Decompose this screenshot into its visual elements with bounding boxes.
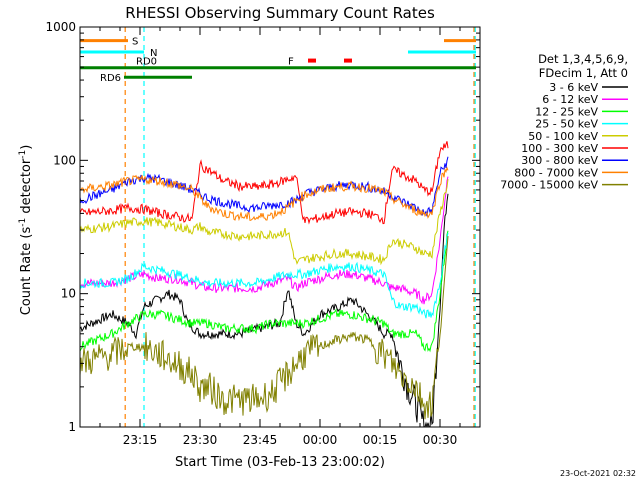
x-tick-label: 23:45	[243, 433, 278, 447]
y-tick-label: 10	[61, 287, 76, 301]
x-tick-label: 23:30	[183, 433, 218, 447]
legend-entry-label-1: 6 - 12 keV	[542, 93, 598, 106]
series-line-6	[79, 156, 449, 217]
x-tick-label: 23:15	[123, 433, 158, 447]
y-label-sup2: -1	[18, 150, 28, 159]
state-bar-label-s: S	[132, 37, 138, 48]
series-line-8	[79, 236, 449, 420]
svg-text:Count Rate (s-1 detector-1): Count Rate (s-1 detector-1)	[18, 145, 34, 316]
series-line-3	[79, 232, 449, 319]
legend-entry-label-7: 800 - 7000 keV	[514, 166, 598, 179]
y-tick-label: 1	[68, 420, 76, 434]
legend: Det 1,3,4,5,6,9,FDecim 1, Att 03 - 6 keV…	[500, 52, 628, 192]
y-axis-label: Count Rate (s-1 detector-1)	[18, 145, 34, 316]
legend-entry-label-3: 25 - 50 keV	[535, 118, 598, 131]
y-tick-label: 100	[53, 153, 76, 167]
series-line-2	[79, 230, 449, 353]
state-bar-label-n: N	[150, 48, 157, 59]
plot-frame	[79, 26, 481, 428]
legend-header-line-1: FDecim 1, Att 0	[539, 66, 628, 80]
legend-entry-label-0: 3 - 6 keV	[549, 81, 598, 94]
x-tick-label: 00:30	[423, 433, 458, 447]
chart-title: RHESSI Observing Summary Count Rates	[125, 4, 435, 22]
legend-entry-label-4: 50 - 100 keV	[528, 130, 598, 143]
series-line-4	[79, 179, 449, 266]
state-bar-label-f: F	[288, 57, 294, 68]
legend-entry-label-5: 100 - 300 keV	[521, 142, 598, 155]
legend-entry-label-6: 300 - 800 keV	[521, 154, 598, 167]
series-line-7	[79, 166, 449, 222]
y-label-sup1: -1	[18, 218, 28, 227]
y-label-part1: Count Rate (s	[19, 227, 34, 316]
state-bar-label-rd6: RD6	[100, 73, 121, 84]
footer-timestamp: 23-Oct-2021 02:32	[560, 469, 636, 478]
legend-header-line-0: Det 1,3,4,5,6,9,	[538, 52, 628, 66]
x-tick-label: 00:15	[363, 433, 398, 447]
state-bar-label-rd0: RD0	[136, 57, 157, 68]
legend-entry-label-2: 12 - 25 keV	[535, 105, 598, 118]
y-tick-label: 1000	[45, 20, 76, 34]
y-label-end: )	[19, 145, 34, 150]
y-label-part2: detector	[19, 158, 34, 218]
legend-entry-label-8: 7000 - 15000 keV	[500, 179, 598, 192]
series-line-5	[79, 141, 449, 225]
x-axis-label: Start Time (03-Feb-13 23:00:02)	[175, 455, 385, 470]
x-tick-label: 00:00	[303, 433, 338, 447]
